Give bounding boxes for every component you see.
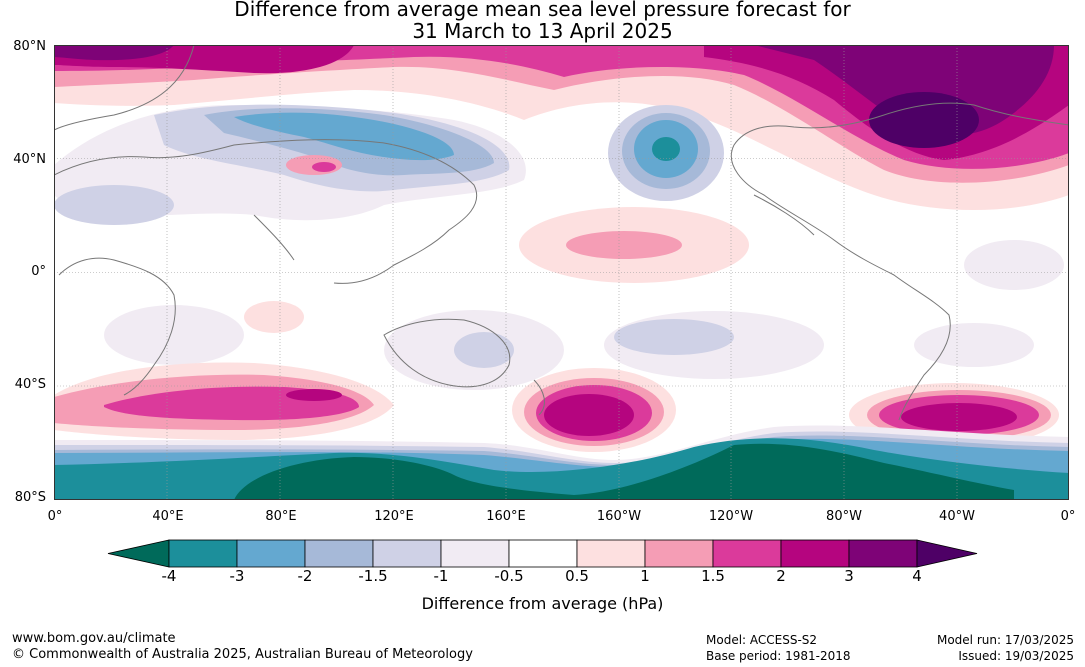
colorbar-swatch <box>780 539 850 568</box>
colorbar-swatch <box>168 539 238 568</box>
lat-label-0: 0° <box>31 264 46 279</box>
africa-pale <box>104 305 244 365</box>
colorbar-extension-high <box>916 539 978 568</box>
colorbar-tick-label: -3 <box>229 567 245 585</box>
lon-label-40e: 40°E <box>152 509 184 524</box>
south-atlantic-pale <box>914 323 1034 367</box>
colorbar-tick-label: 3 <box>844 567 854 585</box>
footer-website: www.bom.gov.au/climate <box>12 631 176 646</box>
arctic-west-dark <box>54 45 174 61</box>
footer-base-period: Base period: 1981-2018 <box>706 649 851 663</box>
footer-model: Model: ACCESS-S2 <box>706 633 818 647</box>
colorbar-tick-label: -2 <box>297 567 313 585</box>
lat-label-40s: 40°S <box>14 377 46 392</box>
lon-label-160e: 160°E <box>486 509 526 524</box>
colorbar-swatch <box>372 539 442 568</box>
indian-ocean-positive <box>244 301 304 333</box>
colorbar-swatch <box>440 539 510 568</box>
footer-copyright: © Commonwealth of Australia 2025, Austra… <box>12 647 473 662</box>
lon-label-80e: 80°E <box>265 509 297 524</box>
footer-model-run: Model run: 17/03/2025 <box>936 633 1074 647</box>
colorbar-tick-label: -1 <box>433 567 449 585</box>
colorbar-tick-label: 1.5 <box>701 567 725 585</box>
lon-label-160w: 160°W <box>596 509 642 524</box>
south-pacific-high-core <box>544 394 634 436</box>
colorbar-tick-label: -4 <box>161 567 177 585</box>
lon-label-0-right: 0° <box>1060 509 1076 524</box>
colorbar-extension-low <box>107 539 170 568</box>
south-pacific-pale-inner <box>614 319 734 355</box>
lat-label-80s: 80°S <box>14 490 46 505</box>
lon-label-0-left: 0° <box>47 509 63 524</box>
north-positive-band-deeper <box>754 45 1054 136</box>
map-gridlines <box>54 45 1069 500</box>
npac-low-core <box>652 137 680 161</box>
map-title-line1: Difference from average mean sea level p… <box>234 0 851 21</box>
colorbar-tick-label: -0.5 <box>494 567 524 585</box>
lon-label-120w: 120°W <box>708 509 754 524</box>
colorbar-tick-label: 2 <box>776 567 786 585</box>
colorbar-swatch <box>712 539 782 568</box>
asia-negative-strong <box>234 112 454 161</box>
colorbar-tick-label: 4 <box>912 567 922 585</box>
pressure-anomaly-map <box>54 45 1069 500</box>
lat-label-80n: 80°N <box>13 39 46 54</box>
lon-label-120e: 120°E <box>374 509 414 524</box>
footer-issued: Issued: 19/03/2025 <box>958 649 1074 663</box>
australia-pale-inner <box>454 332 514 368</box>
coastlines <box>54 45 1069 421</box>
south-atlantic-high-core <box>901 403 1017 431</box>
lat-label-40n: 40°N <box>13 152 46 167</box>
colorbar-swatch <box>508 539 578 568</box>
map-title-line2: 31 March to 13 April 2025 <box>412 19 673 43</box>
tropical-pacific-positive-inner <box>566 231 682 259</box>
colorbar-swatch <box>848 539 918 568</box>
southern-indian-high-core <box>286 389 342 401</box>
colorbar-title: Difference from average (hPa) <box>421 594 664 613</box>
antarctic-core <box>234 443 1014 500</box>
colorbar-swatch <box>304 539 374 568</box>
lon-label-80w: 80°W <box>826 509 862 524</box>
colorbar-swatch <box>644 539 714 568</box>
colorbar-tick-label: -1.5 <box>358 567 388 585</box>
canada-peak <box>869 92 979 148</box>
colorbar-tick-label: 0.5 <box>565 567 589 585</box>
tropical-atlantic-pale <box>964 240 1064 290</box>
colorbar-swatch <box>576 539 646 568</box>
asia-positive-spot-inner <box>312 162 336 172</box>
siberia-pale-patch <box>54 185 174 225</box>
lon-label-40w: 40°W <box>939 509 975 524</box>
colorbar-tick-label: 1 <box>640 567 650 585</box>
colorbar-swatch <box>236 539 306 568</box>
